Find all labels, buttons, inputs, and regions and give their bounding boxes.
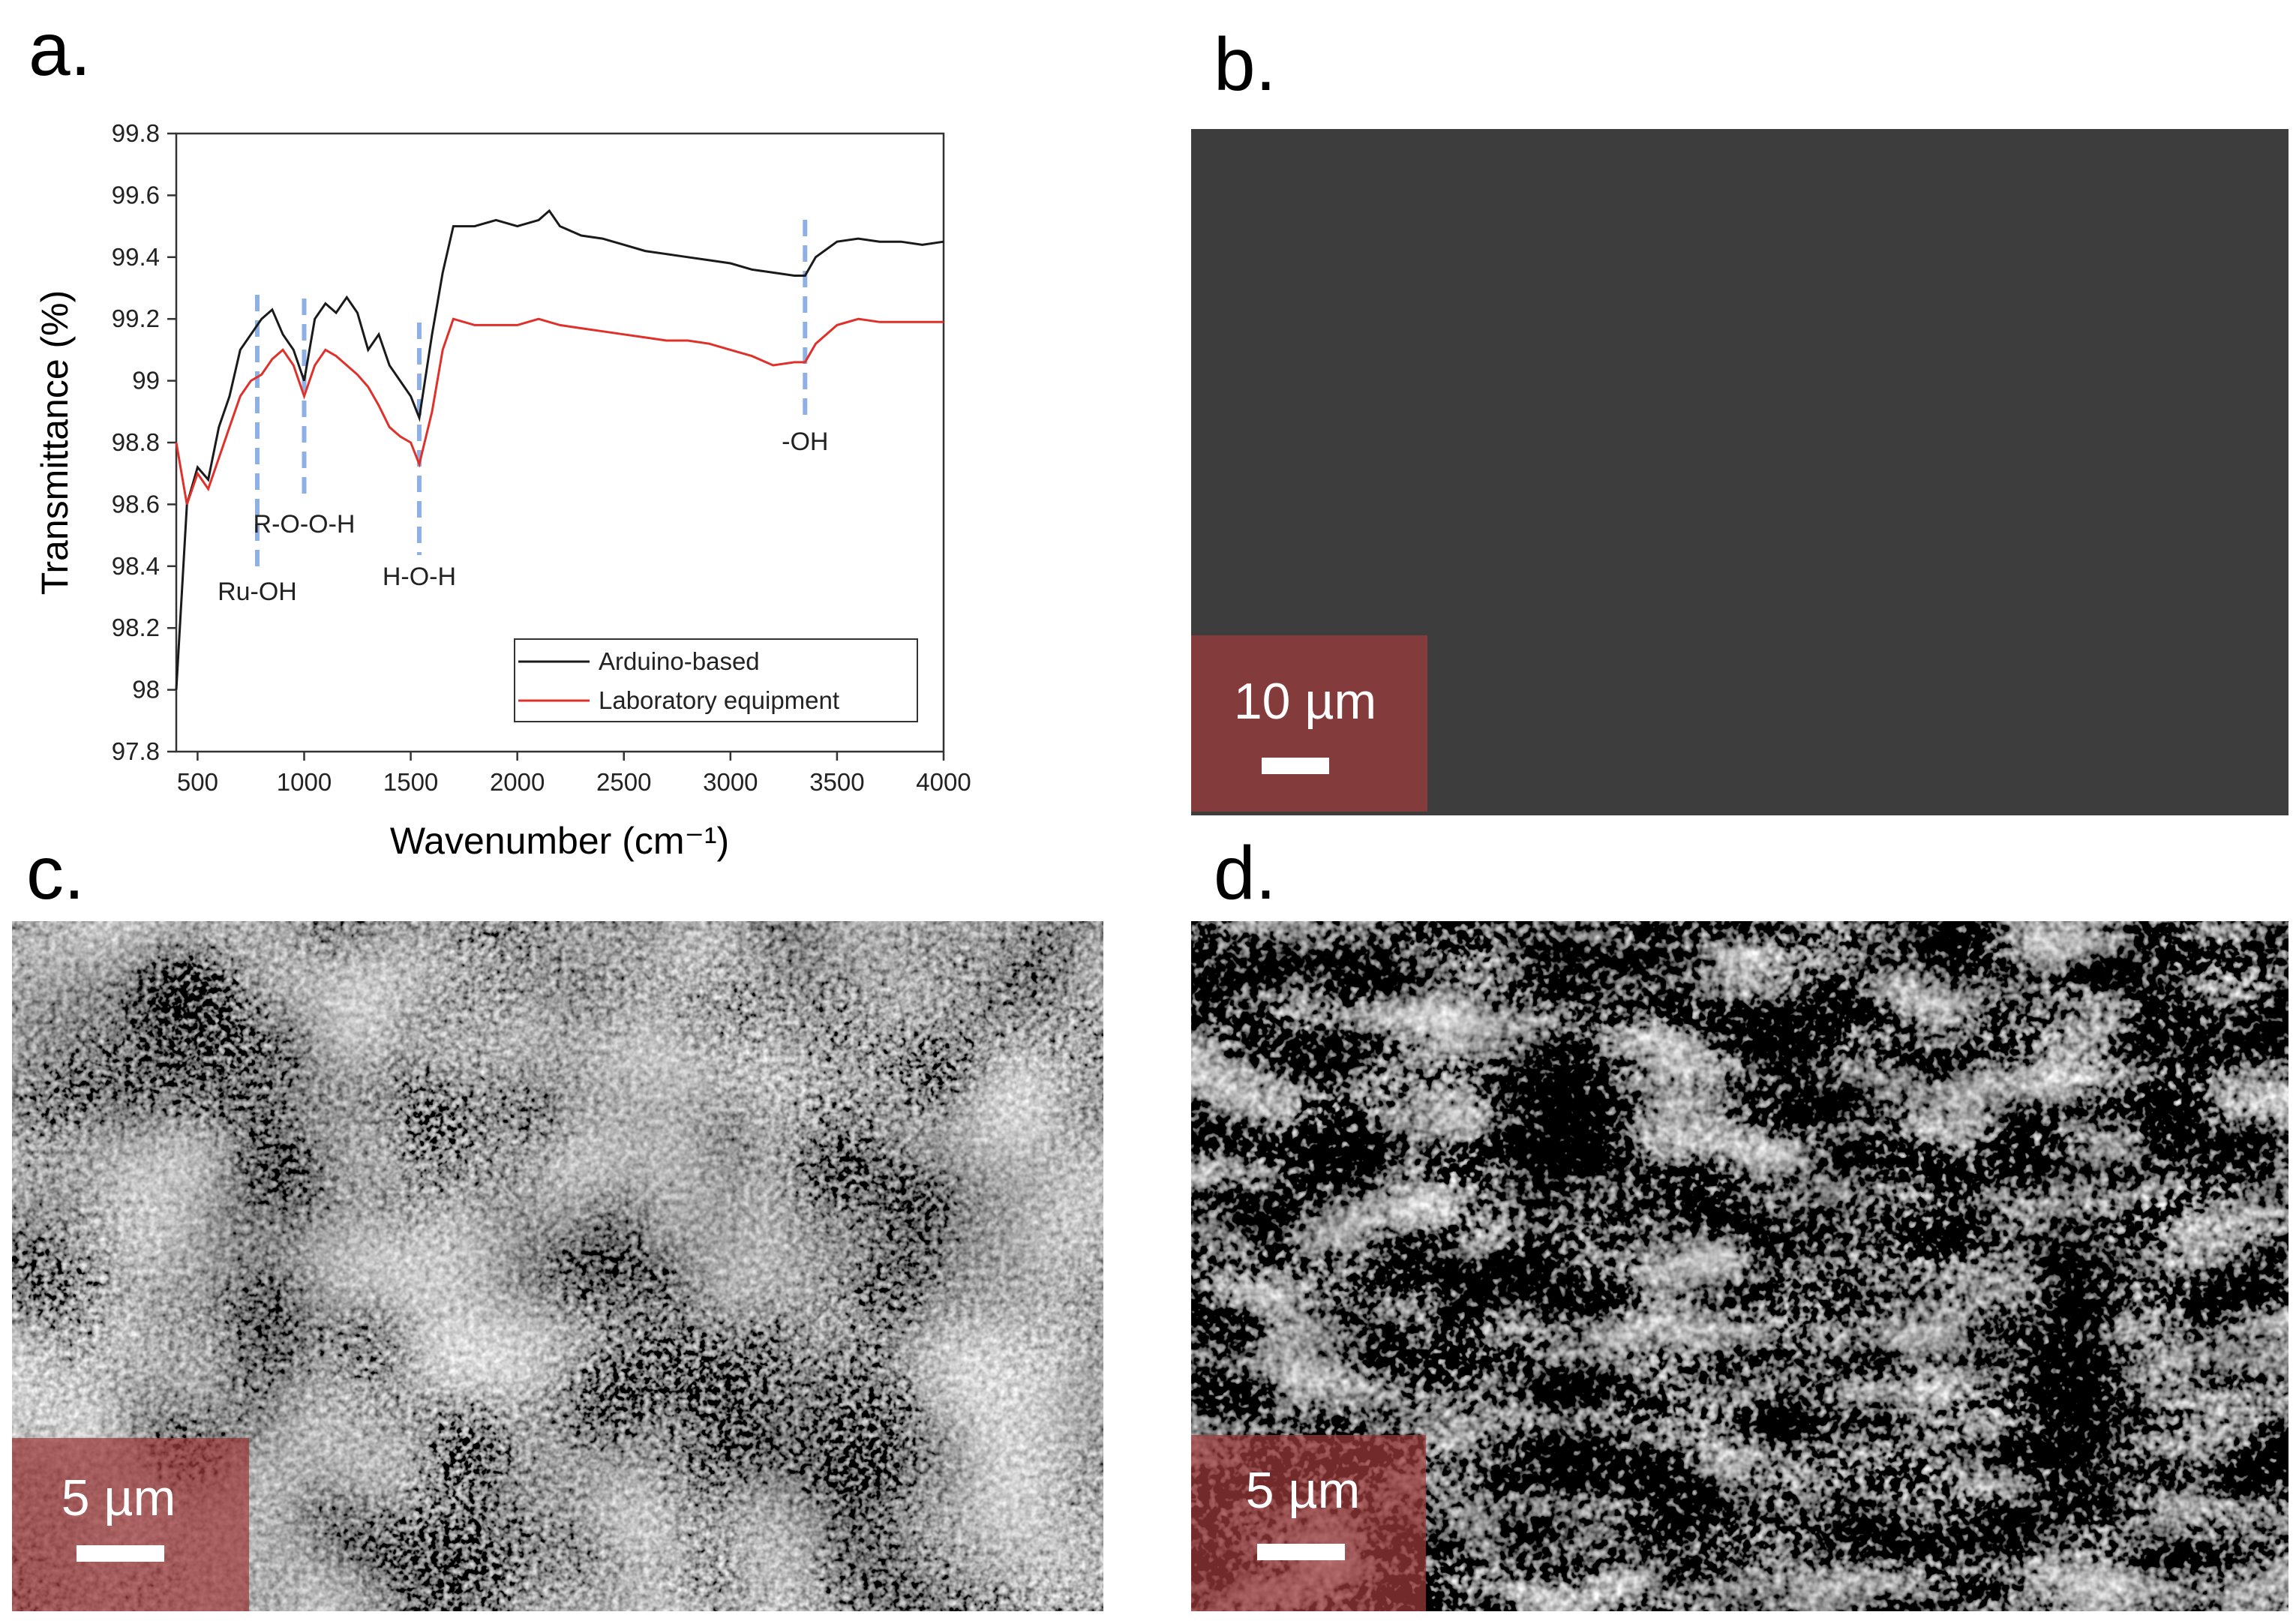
- panel-label: d.: [1214, 831, 1276, 915]
- x-tick-label: 1000: [277, 768, 332, 796]
- scale-bar-box: [1191, 1435, 1426, 1611]
- x-tick-label: 4000: [916, 768, 971, 796]
- scale-bar-label: 10 µm: [1234, 673, 1376, 730]
- panel-label: b.: [1214, 23, 1276, 107]
- annotation-label: -OH: [782, 428, 828, 456]
- series-line: [175, 317, 944, 505]
- y-axis-label: Transmittance (%): [34, 290, 76, 596]
- legend-box: [514, 638, 918, 722]
- y-tick-label: 99.4: [112, 243, 160, 271]
- scale-bar-box: [12, 1438, 249, 1611]
- scale-bar: [1257, 1544, 1345, 1560]
- panel-label: a.: [29, 8, 91, 92]
- y-tick-label: 98: [132, 676, 160, 704]
- annotation-label: H-O-H: [383, 563, 456, 591]
- x-tick-label: 2500: [596, 768, 651, 796]
- y-tick-label: 99.6: [112, 181, 160, 209]
- scale-bar: [77, 1545, 164, 1562]
- x-tick-label: 3500: [809, 768, 864, 796]
- scale-bar-label: 5 µm: [1246, 1462, 1361, 1519]
- annotation-label: R-O-O-H: [254, 510, 356, 539]
- y-tick-label: 97.8: [112, 737, 160, 765]
- panel-label: c.: [26, 831, 85, 915]
- y-tick-label: 98.2: [112, 614, 160, 641]
- scale-bar: [1262, 758, 1329, 774]
- y-tick-label: 99.2: [112, 305, 160, 332]
- y-tick-label: 99.8: [112, 119, 160, 147]
- x-tick-label: 2000: [490, 768, 545, 796]
- scale-bar-label: 5 µm: [62, 1469, 176, 1526]
- scale-bar-box: [1191, 635, 1427, 812]
- x-axis-label: Wavenumber (cm⁻¹): [390, 820, 729, 862]
- y-tick-label: 98.6: [112, 490, 160, 518]
- legend-label: Arduino-based: [599, 647, 760, 675]
- x-tick-label: 500: [177, 768, 218, 796]
- x-tick-label: 3000: [703, 768, 758, 796]
- x-tick-label: 1500: [383, 768, 438, 796]
- y-tick-label: 98.4: [112, 552, 160, 580]
- series-line: [175, 209, 944, 690]
- y-tick-label: 99: [132, 367, 160, 395]
- legend-label: Laboratory equipment: [599, 686, 839, 714]
- chart: Wavenumber (cm⁻¹) Transmittance (%) 97.8…: [34, 119, 971, 862]
- y-tick-label: 98.8: [112, 428, 160, 456]
- annotation-label: Ru-OH: [218, 578, 297, 606]
